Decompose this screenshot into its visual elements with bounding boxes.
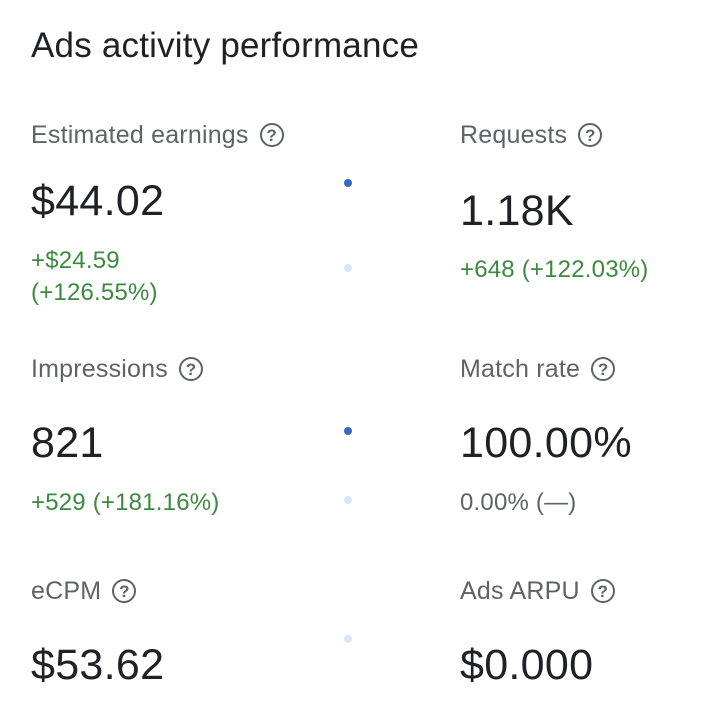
metric-change-percent: (+126.55%) bbox=[31, 279, 158, 306]
metric-change: +648 (+122.03%) bbox=[460, 256, 649, 283]
help-icon[interactable]: ? bbox=[578, 123, 603, 147]
help-icon[interactable]: ? bbox=[591, 357, 616, 381]
metric-change: +$24.59 (+126.55%) bbox=[31, 245, 158, 309]
page-indicator-dot[interactable] bbox=[344, 264, 352, 272]
metric-match-rate[interactable]: Match rate ? 100.00% 0.00% (—) bbox=[460, 353, 700, 533]
help-icon[interactable]: ? bbox=[112, 579, 137, 603]
metric-estimated-earnings[interactable]: Estimated earnings ? $44.02 +$24.59 (+12… bbox=[31, 119, 361, 319]
metric-change: +529 (+181.16%) bbox=[31, 489, 220, 516]
metric-value: $44.02 bbox=[31, 177, 165, 225]
metric-value: 1.18K bbox=[460, 187, 574, 235]
metric-label: Requests bbox=[460, 120, 568, 149]
metric-requests[interactable]: Requests ? 1.18K +648 (+122.03%) bbox=[460, 119, 700, 319]
help-icon[interactable]: ? bbox=[178, 357, 203, 381]
metric-value: $0.000 bbox=[460, 641, 594, 689]
metric-label: eCPM bbox=[31, 576, 102, 605]
metric-ads-arpu[interactable]: Ads ARPU ? $0.000 bbox=[460, 575, 700, 706]
page-indicator-dot-active[interactable] bbox=[344, 427, 352, 435]
metric-label: Match rate bbox=[460, 354, 581, 383]
metric-label: Ads ARPU bbox=[460, 576, 580, 605]
help-icon[interactable]: ? bbox=[590, 579, 615, 603]
page-title: Ads activity performance bbox=[31, 26, 420, 65]
metric-value: 100.00% bbox=[460, 419, 632, 467]
page-indicator-dot[interactable] bbox=[344, 635, 352, 643]
page-indicator-dot[interactable] bbox=[344, 496, 352, 504]
metric-change-amount: +$24.59 bbox=[31, 247, 120, 274]
metric-impressions[interactable]: Impressions ? 821 +529 (+181.16%) bbox=[31, 353, 361, 533]
metric-ecpm[interactable]: eCPM ? $53.62 bbox=[31, 575, 361, 706]
metric-value: 821 bbox=[31, 419, 104, 467]
metric-value: $53.62 bbox=[31, 641, 165, 689]
metric-label: Impressions bbox=[31, 354, 168, 383]
metric-change: 0.00% (—) bbox=[460, 489, 577, 516]
metric-label: Estimated earnings bbox=[31, 120, 249, 149]
help-icon[interactable]: ? bbox=[259, 123, 284, 147]
page-indicator-dot-active[interactable] bbox=[344, 179, 352, 187]
